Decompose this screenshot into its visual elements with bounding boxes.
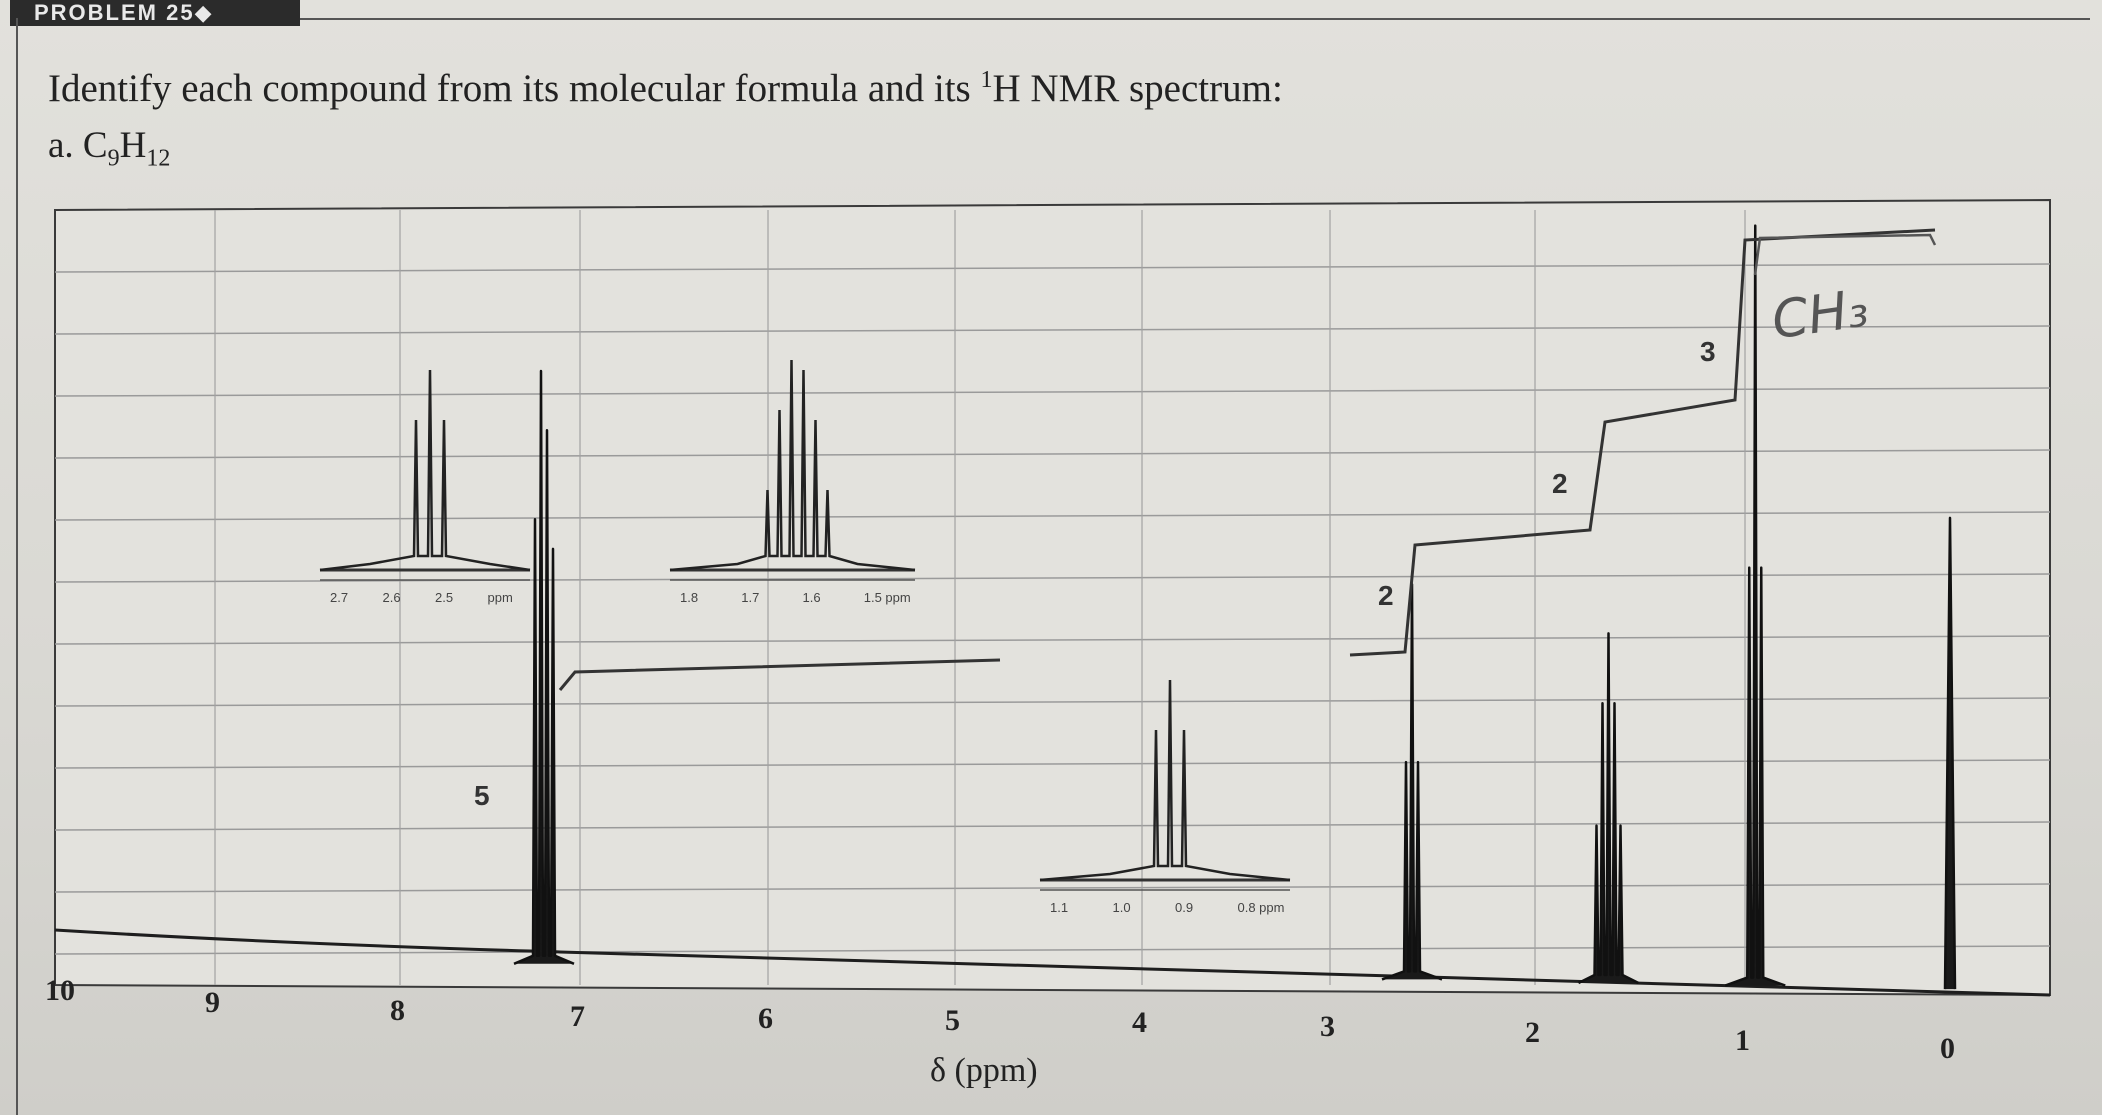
part-a-prefix: a. C: [48, 125, 108, 166]
integration-label-aromatic: 5: [474, 780, 490, 811]
inset-spectrum-1-7ppm-tick-label: 1.6: [803, 590, 821, 605]
grid-line-h: [54, 945, 2051, 955]
inset-spectrum-1-7ppm-tick-label: 1.5 ppm: [864, 590, 911, 605]
handwritten-bracket: [1753, 233, 1937, 276]
inset-spectrum-1-7ppm-tick-label: 1.7: [741, 590, 759, 605]
formula-subscript-h: 12: [146, 145, 171, 172]
x-tick-label: 8: [390, 994, 405, 1027]
inset-spectrum-2-6ppm-tick-label: 2.5: [435, 590, 453, 605]
x-tick-label: 3: [1320, 1010, 1335, 1043]
x-tick-label: 6: [758, 1002, 773, 1035]
integration-curve-aromatic: [558, 658, 1001, 691]
spectrum-peak: [513, 369, 575, 965]
x-axis-title: δ (ppm): [930, 1052, 1038, 1089]
margin-rule: [16, 18, 18, 1115]
x-tick-label: 2: [1525, 1016, 1540, 1049]
inset-spectrum-2-6ppm-tick-label: 2.7: [330, 590, 348, 605]
formula-subscript-c: 9: [107, 145, 120, 172]
x-tick-label: 10: [45, 974, 75, 1007]
inset-spectrum-0-9ppm-tick-label: 1.1: [1050, 900, 1068, 915]
x-tick-label: 7: [570, 1000, 585, 1033]
x-tick-label: 5: [945, 1004, 960, 1037]
inset-spectrum-0-9ppm-tick-label: 0.9: [1175, 900, 1193, 915]
grid-line-h: [54, 759, 2051, 769]
inset-spectrum-0-9ppm-tick-label: 1.0: [1113, 900, 1131, 915]
part-a-label: a. C9H12: [48, 124, 170, 172]
prompt-text-end: H NMR spectrum:: [992, 67, 1283, 110]
grid-line-h: [54, 325, 2051, 335]
integration-curve-aliphatic: [1349, 228, 1936, 657]
prompt-text-start: Identify each compound from its molecula…: [48, 67, 981, 110]
grid-line-h: [54, 449, 2051, 459]
prompt-superscript: 1: [980, 67, 993, 93]
grid-line-h: [54, 883, 2051, 893]
spectrum-peak: [1724, 224, 1786, 987]
grid-line-h: [54, 635, 2051, 645]
inset-spectrum-2-6ppm-tick-label: 2.6: [383, 590, 401, 605]
header-rule: [300, 18, 2090, 20]
inset-spectrum-2-6ppm-trace: [319, 369, 531, 572]
inset-spectrum-0-9ppm-trace: [1039, 679, 1291, 882]
integration-label-ch2-a: 2: [1552, 468, 1568, 499]
spectrum-peak: [1943, 516, 1957, 990]
inset-spectrum-0-9ppm-tick-label: 0.8 ppm: [1238, 900, 1285, 915]
grid-line-h: [54, 263, 2051, 273]
x-tick-label: 1: [1735, 1024, 1750, 1057]
x-tick-label: 4: [1132, 1006, 1147, 1039]
inset-spectrum-2-6ppm-tick-label: ppm: [488, 590, 513, 605]
grid-line-h: [54, 387, 2051, 397]
spectrum-peak: [1577, 632, 1640, 985]
problem-banner: PROBLEM 25◆: [10, 0, 300, 26]
inset-spectrum-1-7ppm-trace: [669, 359, 916, 572]
formula-h: H: [119, 125, 147, 166]
x-tick-label: 9: [205, 986, 220, 1019]
integration-label-ch2-b: 2: [1378, 580, 1394, 611]
grid-line-h: [54, 511, 2051, 521]
problem-prompt: Identify each compound from its molecula…: [48, 66, 1283, 111]
integration-label-ch3: 3: [1700, 336, 1716, 367]
grid-line-h: [54, 821, 2051, 831]
grid-line-h: [54, 697, 2051, 707]
x-tick-label: 0: [1940, 1032, 1955, 1065]
inset-spectrum-1-7ppm-tick-label: 1.8: [680, 590, 698, 605]
